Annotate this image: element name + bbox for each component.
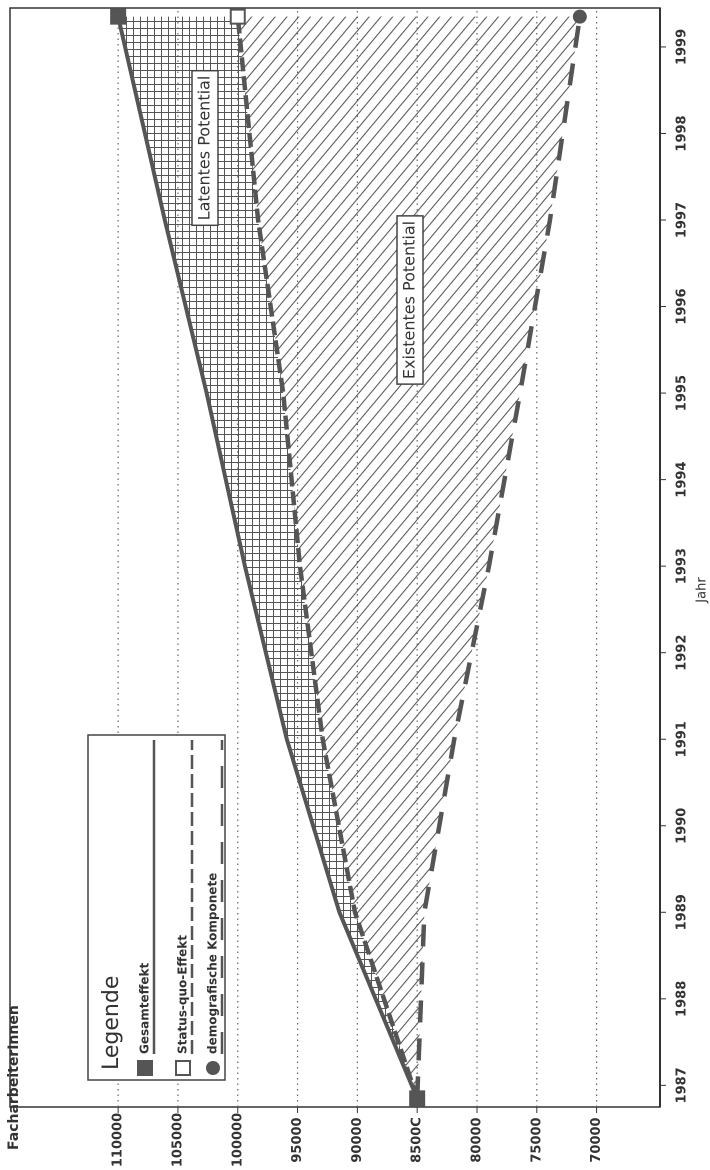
x-tick-label: 1992 bbox=[675, 635, 690, 671]
annotation-box bbox=[191, 69, 219, 227]
x-tick-label: 1990 bbox=[675, 808, 690, 844]
annotation: Existentes Potential bbox=[400, 221, 419, 379]
legend-label: Status-quo-Effekt bbox=[176, 935, 190, 1054]
y-tick-label: 100000 bbox=[230, 1113, 245, 1167]
y-tick-label: 70000 bbox=[589, 1117, 604, 1162]
legend-marker bbox=[206, 1061, 220, 1075]
series-line bbox=[116, 16, 420, 1100]
x-tick-label: 1997 bbox=[675, 202, 690, 238]
y-tick-label: 75000 bbox=[529, 1117, 544, 1162]
x-tick-label: 1993 bbox=[675, 548, 690, 584]
x-tick-label: 1988 bbox=[675, 981, 690, 1017]
x-tick-label: 1999 bbox=[675, 29, 690, 65]
y-tick-label: 110000 bbox=[111, 1113, 126, 1167]
series-line bbox=[414, 16, 583, 1099]
end-marker bbox=[110, 8, 127, 25]
rotated-chart: 70000 75000 80000 8500C 90000 95000 100000 1050… bbox=[6, 7, 710, 1167]
y-tick-label: 95000 bbox=[290, 1117, 305, 1162]
x-axis-label: Jahr bbox=[695, 577, 710, 604]
x-tick-label: 1991 bbox=[675, 721, 690, 757]
end-marker bbox=[229, 8, 246, 25]
legend-marker bbox=[175, 1060, 191, 1076]
x-tick-label: 1994 bbox=[675, 462, 690, 498]
end-marker bbox=[572, 9, 587, 24]
legend-label: demografische Komponete bbox=[206, 873, 220, 1054]
legend-title: Legende bbox=[99, 976, 124, 1070]
x-tick-label: 1998 bbox=[675, 115, 690, 151]
legend-marker bbox=[137, 1060, 153, 1076]
legend-label: Gesamteffekt bbox=[138, 963, 152, 1054]
y-tick-label: 90000 bbox=[350, 1117, 365, 1162]
x-tick-label: 1989 bbox=[675, 894, 690, 930]
y-tick-label: 8500C bbox=[410, 1117, 425, 1163]
x-tick-label: 1996 bbox=[675, 288, 690, 324]
annotation-box bbox=[396, 215, 424, 385]
y-tick-label: 105000 bbox=[170, 1113, 185, 1167]
y-tick-label: 80000 bbox=[469, 1117, 484, 1162]
latent-area bbox=[118, 16, 418, 1099]
chart-title: FacharbeiterInnen bbox=[6, 1005, 22, 1150]
annotation: Latentes Potential bbox=[195, 76, 214, 221]
x-tick-label: 1995 bbox=[675, 375, 690, 411]
existing-area bbox=[237, 16, 580, 1099]
series-line bbox=[235, 16, 420, 1100]
x-tick-label: 1987 bbox=[675, 1067, 690, 1103]
start-marker bbox=[409, 1090, 426, 1107]
